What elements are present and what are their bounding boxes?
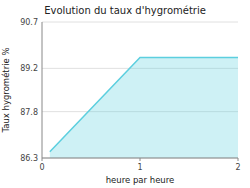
y-tick-label: 86.3 [20,154,38,163]
area [50,58,238,158]
line [50,58,238,152]
x-axis-label: heure par heure [106,175,175,185]
y-axis-label: Taux hygrométrie % [1,47,11,133]
x-tick-label: 1 [137,163,142,172]
y-tick-label: 89.2 [20,64,38,73]
chart: 86.3 87.8 89.2 90.7 0 1 2 Evolution du taux d'h… [0,0,250,188]
y-tick-label: 87.8 [20,108,38,117]
x-tick-label: 2 [235,163,240,172]
plot-area [50,58,238,158]
x-tick-label: 0 [39,163,44,172]
x-axis [42,158,238,159]
grid-line [42,158,238,159]
title: Evolution du taux d'hygrométrie [44,5,206,16]
grid-line [42,22,238,23]
y-tick-label: 90.7 [20,18,38,27]
y-axis [42,22,43,158]
